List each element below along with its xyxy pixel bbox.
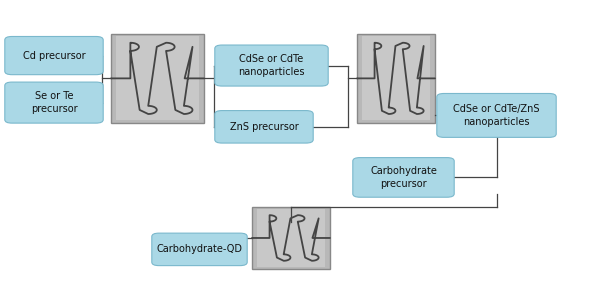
FancyBboxPatch shape <box>437 93 556 137</box>
FancyBboxPatch shape <box>215 45 328 86</box>
Text: Carbohydrate
precursor: Carbohydrate precursor <box>370 166 437 189</box>
Text: CdSe or CdTe
nanoparticles: CdSe or CdTe nanoparticles <box>238 54 305 77</box>
Text: Carbohydrate-QD: Carbohydrate-QD <box>157 244 242 255</box>
FancyBboxPatch shape <box>5 36 103 75</box>
Bar <box>111 34 204 123</box>
Bar <box>357 34 435 123</box>
FancyBboxPatch shape <box>215 111 313 143</box>
Text: Cd precursor: Cd precursor <box>23 50 85 61</box>
Text: Se or Te
precursor: Se or Te precursor <box>31 91 77 114</box>
Bar <box>257 209 325 267</box>
Text: ZnS precursor: ZnS precursor <box>230 122 298 132</box>
Bar <box>252 207 330 269</box>
Text: CdSe or CdTe/ZnS
nanoparticles: CdSe or CdTe/ZnS nanoparticles <box>453 104 540 127</box>
FancyBboxPatch shape <box>152 233 247 266</box>
Bar <box>116 36 199 120</box>
Bar <box>362 36 430 120</box>
FancyBboxPatch shape <box>5 82 103 123</box>
FancyBboxPatch shape <box>353 158 454 197</box>
